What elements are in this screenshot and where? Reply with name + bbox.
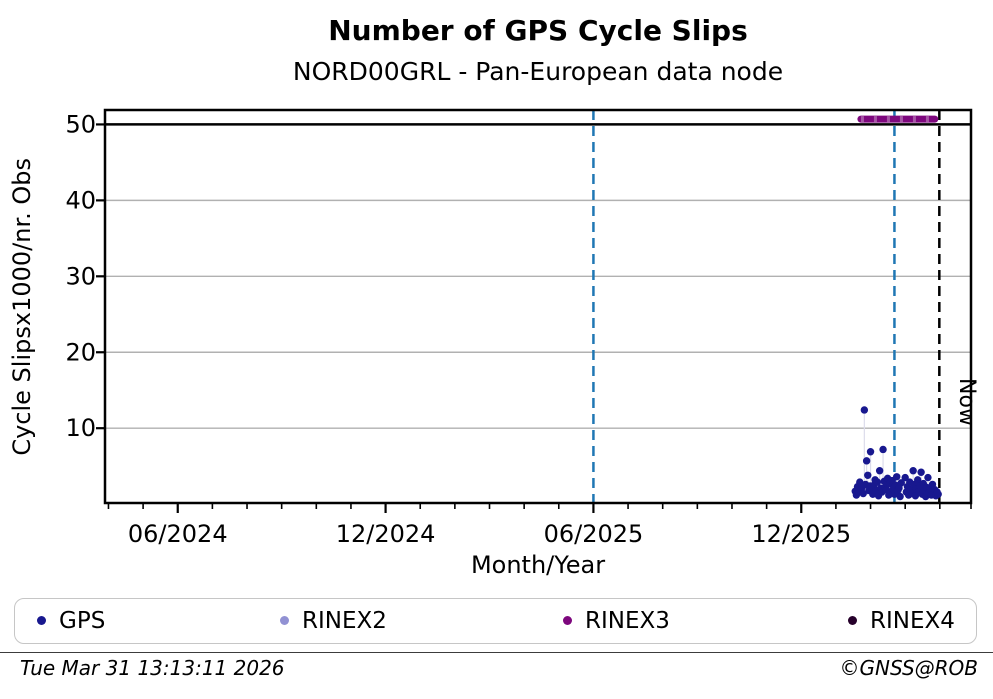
- legend-item-rinex2: RINEX2: [280, 599, 387, 642]
- footer-credit: ©GNSS@ROB: [839, 656, 979, 680]
- gps-data-point: [896, 492, 904, 501]
- chart-canvas: 06/2024 12/2024 06/2025 12/2025 10 20 30 40 50 No…: [65, 108, 979, 548]
- legend-marker-icon: [848, 616, 857, 625]
- gps-data-point: [859, 489, 867, 498]
- footer-timestamp: Tue Mar 31 13:13:11 2026: [20, 656, 285, 680]
- y-tick-label: 40: [65, 186, 96, 214]
- legend-marker-icon: [280, 616, 289, 625]
- gps-data-point: [901, 473, 909, 482]
- gps-data-point: [860, 406, 869, 414]
- x-tick-label: 06/2024: [128, 520, 228, 548]
- legend-label: RINEX4: [870, 607, 955, 634]
- y-tick-label: 20: [65, 338, 96, 366]
- gps-data-point: [893, 473, 901, 481]
- y-tick-label: 30: [65, 262, 96, 290]
- chart-legend: GPS RINEX2 RINEX3 RINEX4: [14, 598, 977, 644]
- gps-data-point: [917, 468, 925, 476]
- legend-label: GPS: [59, 607, 106, 634]
- gps-data-point: [879, 445, 887, 454]
- gps-data-point: [934, 490, 942, 498]
- gps-data-point: [875, 467, 884, 475]
- x-tick-label: 06/2025: [544, 520, 644, 548]
- plot-border: [103, 108, 973, 505]
- gps-data-point: [924, 473, 932, 482]
- x-axis-label: Month/Year: [470, 551, 606, 579]
- y-tick-label: 50: [65, 110, 96, 138]
- gps-data-point: [864, 471, 872, 479]
- legend-item-gps: GPS: [37, 599, 105, 642]
- legend-label: RINEX3: [585, 607, 670, 634]
- gps-data-point: [873, 478, 882, 486]
- gps-data-point: [897, 479, 905, 487]
- footer-divider: [0, 652, 993, 653]
- x-tick-label: 12/2025: [751, 520, 851, 548]
- legend-item-rinex4: RINEX4: [848, 599, 955, 642]
- page-subtitle: NORD00GRL - Pan-European data node: [292, 57, 784, 86]
- gps-data-point: [866, 448, 875, 456]
- gps-data-point: [909, 467, 917, 475]
- now-annotation: Now: [954, 378, 979, 426]
- legend-item-rinex3: RINEX3: [563, 599, 670, 642]
- page-title: Number of GPS Cycle Slips: [328, 14, 748, 47]
- gps-data-point: [914, 476, 922, 484]
- gps-data-point: [862, 457, 871, 465]
- x-tick-label: 12/2024: [336, 520, 436, 548]
- legend-label: RINEX2: [302, 607, 387, 634]
- y-tick-label: 10: [65, 414, 96, 442]
- legend-marker-icon: [563, 616, 572, 625]
- legend-marker-icon: [37, 616, 46, 625]
